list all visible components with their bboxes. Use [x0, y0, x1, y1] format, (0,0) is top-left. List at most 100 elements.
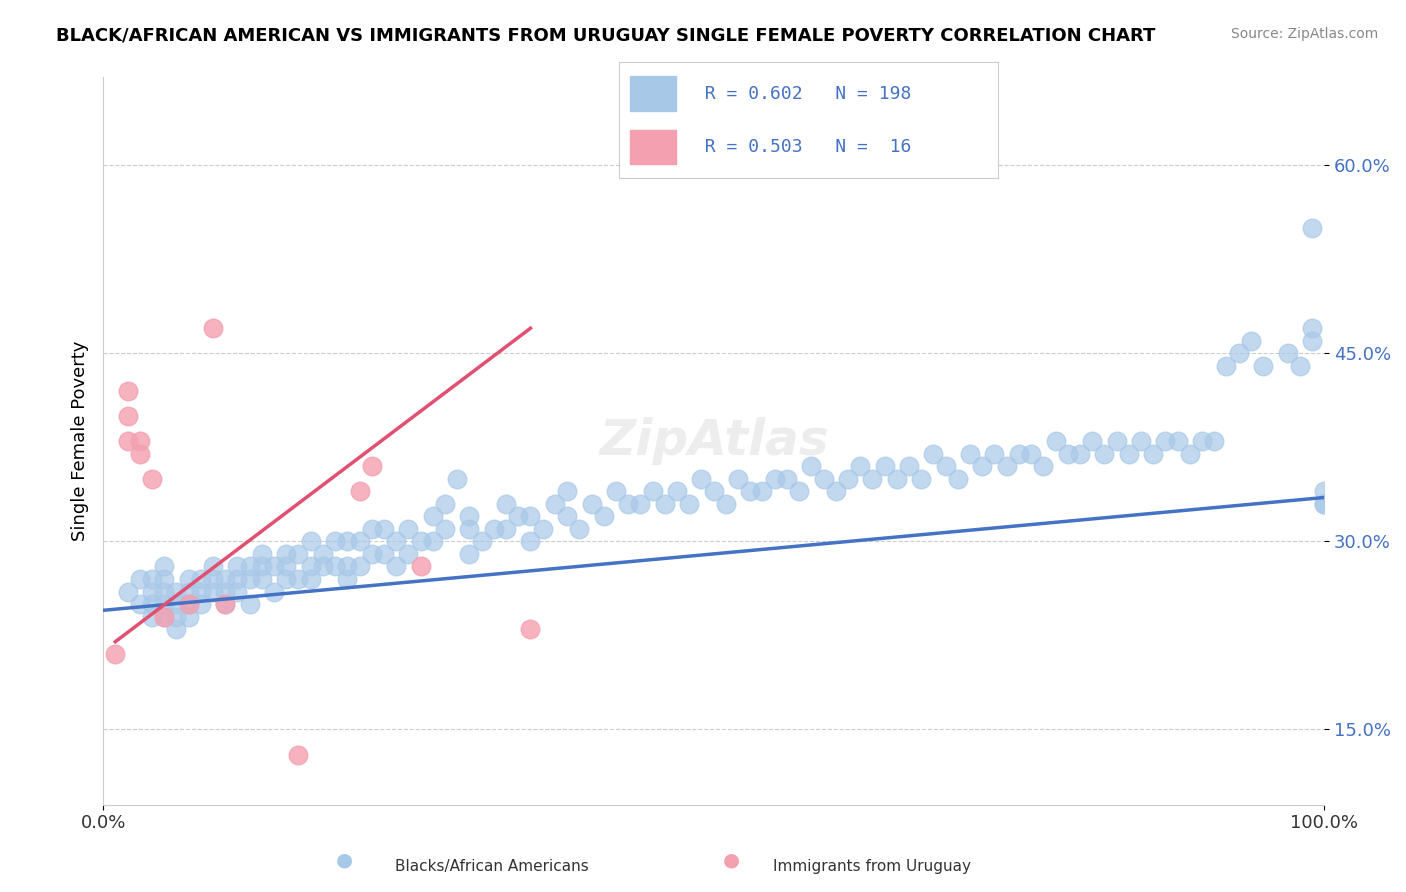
Point [263, 584, 285, 599]
Point [1032, 459, 1054, 474]
Point [849, 459, 872, 474]
Point [276, 559, 298, 574]
Point [910, 472, 932, 486]
Point [177, 584, 200, 599]
Point [385, 559, 408, 574]
Point [153, 609, 176, 624]
Text: ZipAtlas: ZipAtlas [599, 417, 828, 465]
Point [239, 572, 262, 586]
Point [946, 472, 969, 486]
Point [1056, 447, 1078, 461]
Point [360, 459, 382, 474]
Point [813, 472, 835, 486]
Point [104, 647, 127, 661]
Text: Immigrants from Uruguay: Immigrants from Uruguay [773, 859, 970, 874]
Point [959, 447, 981, 461]
Point [519, 622, 541, 636]
Point [458, 547, 481, 561]
Point [226, 584, 249, 599]
Point [690, 472, 713, 486]
Point [177, 572, 200, 586]
Point [714, 497, 737, 511]
Point [299, 572, 322, 586]
Point [495, 497, 517, 511]
Text: ●: ● [336, 851, 353, 870]
Point [239, 597, 262, 611]
Point [360, 547, 382, 561]
Point [373, 547, 395, 561]
Point [763, 472, 786, 486]
FancyBboxPatch shape [630, 77, 675, 112]
Point [568, 522, 591, 536]
Text: ●: ● [723, 851, 740, 870]
Point [250, 572, 273, 586]
Point [1240, 334, 1263, 348]
Point [972, 459, 994, 474]
Point [250, 559, 273, 574]
Point [1081, 434, 1104, 448]
Point [519, 509, 541, 524]
Point [153, 572, 176, 586]
Point [128, 434, 150, 448]
Point [605, 484, 627, 499]
Point [1167, 434, 1189, 448]
Point [458, 522, 481, 536]
Point [1227, 346, 1250, 360]
Point [678, 497, 700, 511]
Point [202, 584, 225, 599]
Point [226, 559, 249, 574]
Point [141, 472, 163, 486]
Point [396, 522, 419, 536]
Point [239, 559, 262, 574]
Point [190, 572, 212, 586]
Point [740, 484, 762, 499]
Point [531, 522, 554, 536]
Point [214, 584, 236, 599]
Point [165, 609, 187, 624]
Point [508, 509, 530, 524]
Point [250, 547, 273, 561]
Point [153, 597, 176, 611]
Point [422, 509, 444, 524]
Point [592, 509, 614, 524]
Point [373, 522, 395, 536]
Point [860, 472, 883, 486]
Point [434, 497, 457, 511]
Point [886, 472, 908, 486]
Point [165, 597, 187, 611]
Point [1313, 484, 1336, 499]
Point [214, 597, 236, 611]
Point [1105, 434, 1128, 448]
Point [1178, 447, 1201, 461]
Point [776, 472, 799, 486]
Point [214, 572, 236, 586]
Point [214, 597, 236, 611]
Point [128, 572, 150, 586]
Point [1154, 434, 1177, 448]
Point [544, 497, 567, 511]
Point [226, 572, 249, 586]
Point [787, 484, 810, 499]
Point [276, 572, 298, 586]
Point [555, 509, 578, 524]
Point [434, 522, 457, 536]
Point [336, 559, 359, 574]
Point [360, 522, 382, 536]
Point [751, 484, 773, 499]
Point [935, 459, 957, 474]
Point [165, 584, 187, 599]
Point [153, 559, 176, 574]
Point [177, 609, 200, 624]
Point [409, 559, 432, 574]
Point [141, 584, 163, 599]
Point [617, 497, 640, 511]
Point [409, 534, 432, 549]
Point [1277, 346, 1299, 360]
Point [117, 584, 139, 599]
Point [1301, 321, 1323, 335]
Point [1092, 447, 1115, 461]
Point [471, 534, 494, 549]
Point [1118, 447, 1140, 461]
Text: R = 0.503   N =  16: R = 0.503 N = 16 [683, 138, 911, 156]
Point [396, 547, 419, 561]
